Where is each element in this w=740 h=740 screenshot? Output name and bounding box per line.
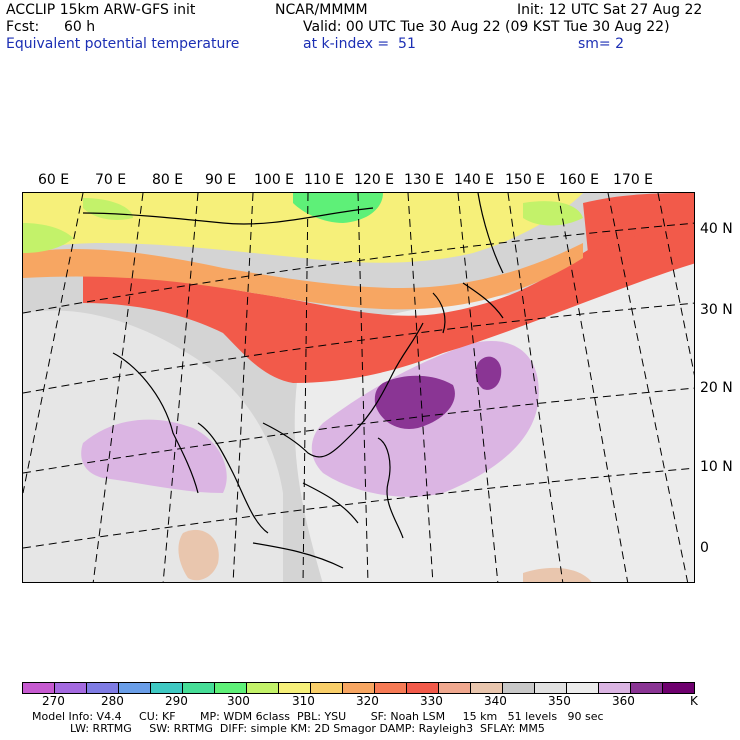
model-info-line2: LW: RRTMG SW: RRTMG DIFF: simple KM: 2D … <box>70 722 545 735</box>
lon-label: 160 E <box>559 172 600 188</box>
lon-label: 140 E <box>454 172 495 188</box>
lon-label: 70 E <box>95 172 127 188</box>
colorbar-swatch <box>87 683 119 693</box>
lat-label: 10 N <box>700 459 733 475</box>
colorbar-swatch <box>663 683 694 693</box>
graticule <box>23 193 694 582</box>
warm-band <box>83 213 694 383</box>
colorbar-tick: 350 <box>548 694 571 708</box>
model-title: ACCLIP 15km ARW-GFS init <box>6 2 196 18</box>
colorbar-tick: 320 <box>356 694 379 708</box>
colorbar-swatch <box>567 683 599 693</box>
map-field <box>23 193 694 582</box>
lon-label: 120 E <box>354 172 395 188</box>
lon-label: 90 E <box>205 172 237 188</box>
colorbar-unit: K <box>690 694 698 708</box>
map-plot <box>22 192 695 583</box>
colorbar-tick: 280 <box>101 694 124 708</box>
colorbar-swatch <box>151 683 183 693</box>
coastlines <box>82 193 504 569</box>
lon-label: 80 E <box>152 172 184 188</box>
orange-band <box>23 243 583 310</box>
forecast-label: Fcst: <box>6 19 40 35</box>
colorbar-swatch <box>439 683 471 693</box>
colorbar-tick: 310 <box>292 694 315 708</box>
colorbar-swatch <box>311 683 343 693</box>
colorbar-swatch <box>631 683 663 693</box>
lon-label: 100 E <box>254 172 295 188</box>
colorbar-tick: 340 <box>484 694 507 708</box>
lon-label: 110 E <box>304 172 345 188</box>
lon-label: 130 E <box>404 172 445 188</box>
smoothing-label: sm= 2 <box>578 36 625 52</box>
colorbar-swatch <box>375 683 407 693</box>
green-patch-east <box>523 201 583 226</box>
green-patch-north <box>293 193 383 223</box>
colorbar-swatch <box>215 683 247 693</box>
lat-label: 40 N <box>700 221 733 237</box>
peach-patch <box>178 529 219 581</box>
colorbar <box>22 682 695 694</box>
lon-label: 60 E <box>38 172 70 188</box>
lon-label: 150 E <box>505 172 546 188</box>
colorbar-swatch <box>279 683 311 693</box>
field-name: Equivalent potential temperature <box>6 36 240 52</box>
colorbar-swatch <box>23 683 55 693</box>
colorbar-swatch <box>599 683 631 693</box>
typhoon-maximum <box>475 356 502 390</box>
green-patch-west <box>23 223 73 253</box>
colorbar-tick: 290 <box>165 694 188 708</box>
colorbar-swatch <box>55 683 87 693</box>
colorbar-swatch <box>343 683 375 693</box>
colorbar-swatch <box>471 683 503 693</box>
colorbar-tick: 300 <box>227 694 250 708</box>
colorbar-swatch <box>119 683 151 693</box>
colorbar-swatch <box>407 683 439 693</box>
bay-of-bengal-lavender <box>81 419 227 493</box>
northern-band <box>23 193 583 263</box>
lon-label: 170 E <box>613 172 654 188</box>
colorbar-swatch <box>183 683 215 693</box>
lat-label: 0 <box>700 540 709 556</box>
lat-label: 20 N <box>700 380 733 396</box>
peach-patch-south <box>523 567 592 582</box>
init-time: Init: 12 UTC Sat 27 Aug 22 <box>517 2 703 18</box>
level-index: at k-index = 51 <box>303 36 416 52</box>
forecast-hour: 60 h <box>64 19 96 35</box>
center-label: NCAR/MMMM <box>275 2 368 18</box>
tropical-maximum <box>374 375 455 429</box>
colorbar-tick: 330 <box>420 694 443 708</box>
colorbar-swatch <box>247 683 279 693</box>
colorbar-tick: 360 <box>612 694 635 708</box>
valid-time: Valid: 00 UTC Tue 30 Aug 22 (09 KST Tue … <box>303 19 670 35</box>
colorbar-swatch <box>535 683 567 693</box>
model-info-line1: Model Info: V4.4 CU: KF MP: WDM 6class P… <box>32 710 604 723</box>
colorbar-tick: 270 <box>42 694 65 708</box>
colorbar-swatch <box>503 683 535 693</box>
lat-label: 30 N <box>700 302 733 318</box>
